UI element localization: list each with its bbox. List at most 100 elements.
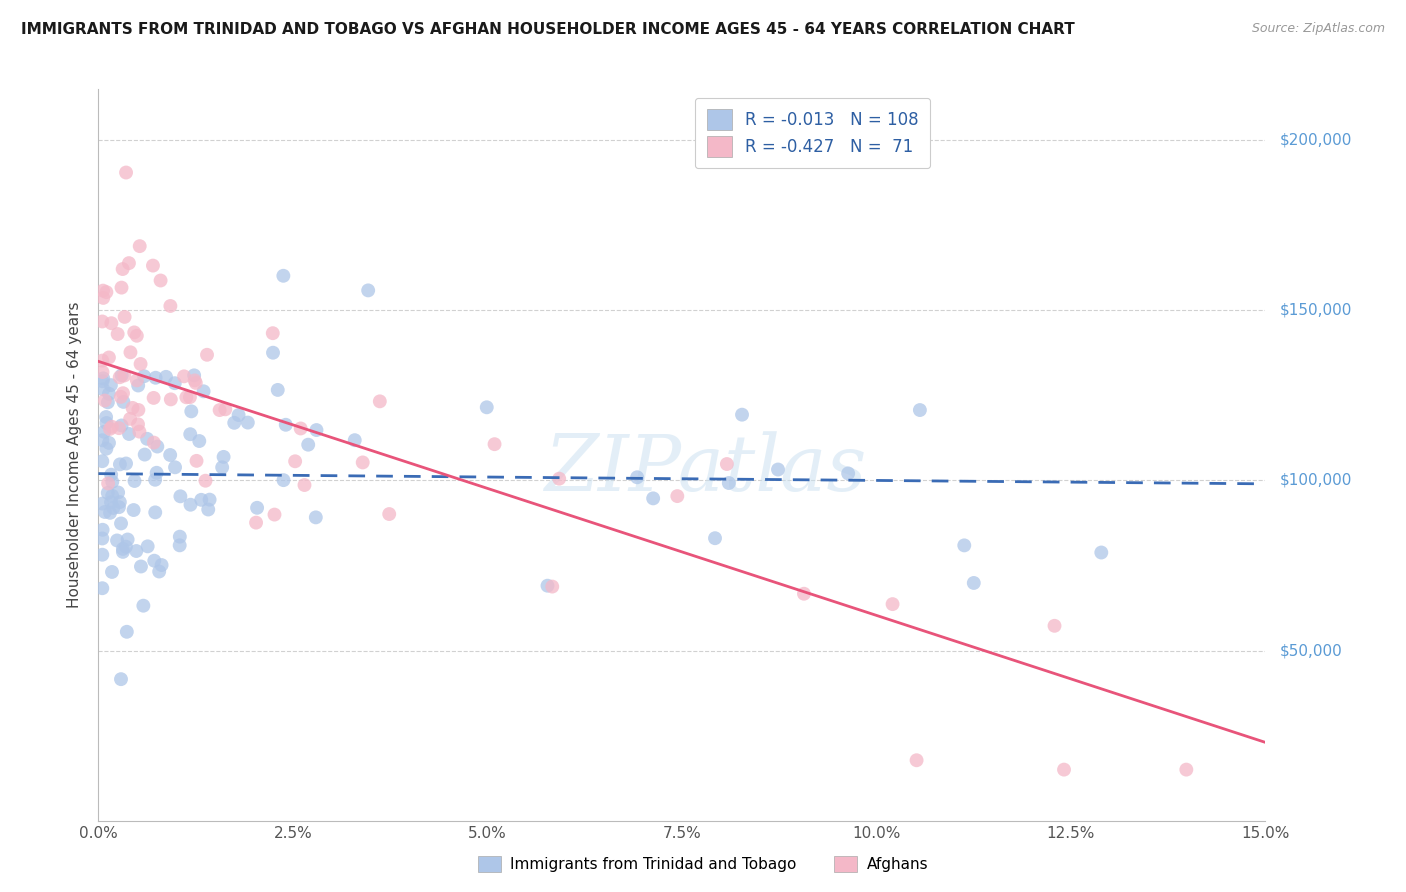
Point [115, 457, 138, 471]
Point [159, 448, 181, 462]
Point [107, 485, 129, 500]
Point [97, 486, 120, 500]
Point [132, 599, 155, 613]
Point [142, 259, 165, 273]
Point [124, 474, 146, 488]
Point [262, 345, 284, 359]
Point [1053, 763, 1076, 777]
Point [122, 326, 145, 340]
Point [136, 432, 159, 446]
Point [149, 273, 172, 287]
Point [120, 412, 142, 426]
Point [91, 548, 114, 562]
Point [97, 395, 120, 409]
Point [108, 495, 131, 509]
Point [245, 516, 267, 530]
Point [110, 672, 132, 686]
Point [112, 368, 135, 383]
Point [169, 530, 191, 544]
Point [117, 533, 139, 547]
Point [111, 541, 134, 556]
Text: $50,000: $50,000 [1279, 643, 1343, 658]
Point [273, 473, 295, 487]
Point [284, 454, 307, 468]
Point [98, 422, 121, 436]
Point [110, 390, 132, 404]
Point [91, 314, 114, 328]
Point [180, 404, 202, 418]
Point [103, 500, 125, 515]
Point [112, 395, 135, 409]
Point [548, 472, 571, 486]
Point [115, 165, 138, 179]
Point [159, 299, 181, 313]
Point [184, 376, 207, 390]
Text: Source: ZipAtlas.com: Source: ZipAtlas.com [1251, 22, 1385, 36]
Point [100, 378, 122, 392]
Point [111, 386, 134, 401]
Point [194, 474, 217, 488]
Point [91, 371, 114, 385]
Point [96, 416, 118, 430]
Point [274, 417, 297, 432]
Point [96, 442, 118, 456]
Point [125, 544, 148, 558]
Text: IMMIGRANTS FROM TRINIDAD AND TOBAGO VS AFGHAN HOUSEHOLDER INCOME AGES 45 - 64 YE: IMMIGRANTS FROM TRINIDAD AND TOBAGO VS A… [21, 22, 1074, 37]
Point [91, 581, 114, 595]
Point [173, 369, 195, 384]
Point [110, 280, 132, 294]
Point [837, 467, 859, 481]
Point [246, 500, 269, 515]
Point [953, 538, 976, 552]
Point [179, 390, 201, 404]
Point [343, 433, 366, 447]
Point [128, 425, 150, 439]
Point [127, 378, 149, 392]
Point [188, 434, 211, 448]
Point [716, 457, 738, 471]
Text: $200,000: $200,000 [1279, 133, 1351, 148]
Point [195, 348, 218, 362]
Point [357, 284, 380, 298]
Legend: R = -0.013   N = 108, R = -0.427   N =  71: R = -0.013 N = 108, R = -0.427 N = 71 [695, 97, 931, 169]
Point [1175, 763, 1198, 777]
Point [97, 351, 120, 365]
Point [183, 373, 205, 387]
Point [267, 383, 290, 397]
Point [111, 262, 134, 277]
Point [236, 416, 259, 430]
Point [142, 391, 165, 405]
Point [148, 565, 170, 579]
Point [541, 580, 564, 594]
Point [163, 376, 186, 391]
Y-axis label: Householder Income Ages 45 - 64 years: Householder Income Ages 45 - 64 years [67, 301, 83, 608]
Point [305, 510, 328, 524]
Point [132, 369, 155, 384]
Point [214, 402, 236, 417]
Point [114, 310, 136, 324]
Point [224, 416, 246, 430]
Point [186, 454, 208, 468]
Point [183, 368, 205, 383]
Point [176, 390, 198, 404]
Point [118, 427, 141, 442]
Point [100, 467, 122, 482]
Point [368, 394, 391, 409]
Point [128, 239, 150, 253]
Point [378, 507, 401, 521]
Point [143, 473, 166, 487]
Point [643, 491, 665, 506]
Point [127, 403, 149, 417]
Point [717, 476, 740, 491]
Point [905, 753, 928, 767]
Point [125, 373, 148, 387]
Point [475, 401, 498, 415]
Point [165, 460, 187, 475]
Point [125, 328, 148, 343]
Point [101, 419, 124, 434]
Point [121, 401, 143, 415]
Point [120, 345, 142, 359]
Point [211, 460, 233, 475]
Point [91, 497, 114, 511]
Point [91, 434, 114, 448]
